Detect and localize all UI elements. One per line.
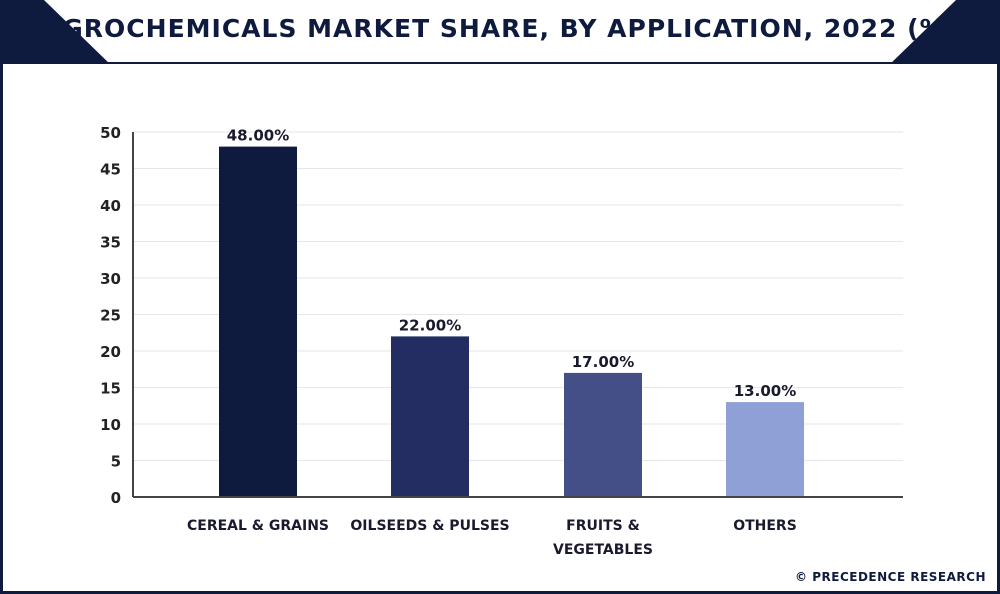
x-tick-label: VEGETABLES <box>553 542 653 558</box>
watermark: © PRECEDENCE RESEARCH <box>795 570 986 584</box>
x-tick-label: FRUITS & <box>566 518 640 534</box>
x-tick-label: OILSEEDS & PULSES <box>350 518 509 534</box>
x-axis-labels: CEREAL & GRAINS OILSEEDS & PULSES FRUITS &… <box>187 518 797 558</box>
data-label: 22.00% <box>399 316 461 334</box>
bar <box>564 372 642 497</box>
y-axis-ticks: 0 5 10 15 20 25 30 35 40 45 50 <box>100 124 121 507</box>
data-labels: 48.00% 22.00% 17.00% 13.00% <box>227 127 796 401</box>
x-tick-label: OTHERS <box>733 518 797 534</box>
y-tick-label: 45 <box>100 161 121 179</box>
y-tick-label: 40 <box>100 197 121 215</box>
bar <box>726 402 804 497</box>
y-tick-label: 10 <box>100 416 121 434</box>
y-tick-label: 5 <box>111 453 121 471</box>
chart-title: AGROCHEMICALS MARKET SHARE, BY APPLICATI… <box>41 14 959 43</box>
title-header <box>0 0 1000 64</box>
y-tick-label: 0 <box>111 489 121 507</box>
y-tick-label: 50 <box>100 124 121 142</box>
bar <box>391 336 469 497</box>
data-label: 48.00% <box>227 127 289 145</box>
bar <box>219 146 297 497</box>
data-label: 17.00% <box>572 353 634 371</box>
y-tick-label: 20 <box>100 343 121 361</box>
y-tick-label: 35 <box>100 234 121 252</box>
title-banner <box>44 0 956 62</box>
header-rule <box>0 62 1000 64</box>
y-tick-label: 15 <box>100 380 121 398</box>
y-tick-label: 25 <box>100 307 121 325</box>
data-label: 13.00% <box>734 382 796 400</box>
bars <box>219 146 804 497</box>
y-tick-label: 30 <box>100 270 121 288</box>
x-tick-label: CEREAL & GRAINS <box>187 518 329 534</box>
